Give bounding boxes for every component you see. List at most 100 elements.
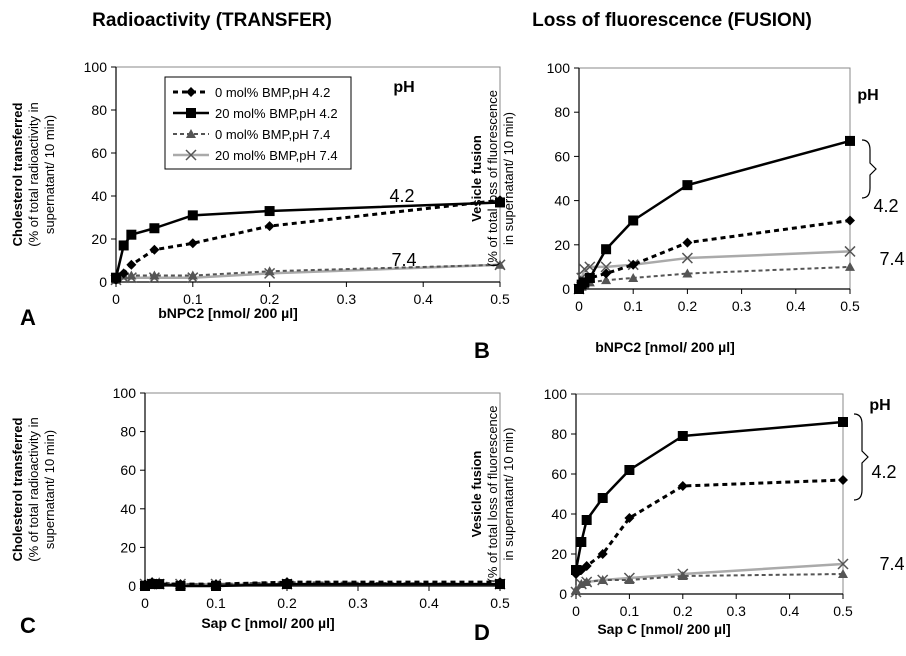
data-point [149, 270, 160, 280]
data-point [601, 268, 612, 279]
x-axis-label: Sap C [nmol/ 200 µl] [201, 615, 334, 631]
series-line [575, 478, 844, 576]
data-point [581, 515, 592, 525]
panel-letter: C [20, 613, 36, 638]
data-point [677, 571, 688, 580]
data-point [581, 561, 592, 571]
x-tick-label: 0.2 [673, 603, 693, 619]
series-line [115, 263, 501, 282]
x-tick-label: 0.3 [732, 298, 752, 314]
data-point [495, 579, 505, 590]
data-point [571, 585, 581, 594]
x-tick-label: 0 [572, 603, 580, 619]
series-1 [574, 215, 855, 294]
data-point [126, 270, 137, 280]
data-point [149, 223, 160, 234]
y-tick-label: 20 [554, 237, 570, 253]
x-tick-label: 0.5 [490, 291, 510, 307]
data-point [211, 581, 221, 591]
y-axis-label-line2: (% of total radioactivity in [26, 102, 41, 247]
data-point [624, 465, 635, 475]
data-point [149, 244, 160, 255]
data-point [118, 240, 129, 251]
bracket-ph-4-2 [861, 139, 877, 199]
data-point [682, 237, 693, 248]
data-point [187, 270, 198, 280]
data-point [845, 215, 855, 226]
series-4 [573, 245, 856, 295]
x-tick-label: 0.1 [620, 603, 640, 619]
ph-value-low: 7.4 [879, 249, 904, 269]
y-tick-label: 80 [91, 102, 107, 118]
legend-label: 20 mol% BMP,pH 7.4 [215, 148, 338, 163]
legend-label: 0 mol% BMP,pH 7.4 [215, 127, 330, 142]
panel-c: 0 20 40 60 80 100 0 0.1 0.2 0.3 0.4 0.5 Sap C [nmol/… [10, 385, 510, 638]
data-point [187, 238, 198, 249]
legend-marker [186, 108, 196, 118]
x-tick-label: 0.5 [833, 603, 853, 619]
legend-marker [186, 87, 196, 97]
data-point [624, 513, 635, 523]
data-point [584, 272, 595, 283]
plot-area [575, 393, 844, 595]
y-tick-label: 0 [562, 281, 570, 297]
data-point [677, 431, 688, 441]
y-axis-label-line3: supernatant/ 10 min) [42, 430, 57, 549]
series-4 [570, 558, 849, 598]
data-point [628, 215, 639, 226]
y-axis-label-line1: Vesicle fusion [469, 451, 484, 538]
y-axis-label-line2: (% of total loss of fluorescence [485, 405, 500, 582]
panel-letter: B [474, 338, 490, 363]
data-point [682, 268, 693, 278]
y-tick-label: 100 [547, 60, 571, 76]
data-point [140, 581, 150, 591]
data-point [624, 575, 635, 584]
data-point [579, 277, 590, 288]
y-axis-label: Vesicle fusion (% of total loss of fluore… [469, 90, 516, 267]
data-point [628, 259, 639, 270]
legend-item: 0 mol% BMP,pH 4.2 [173, 85, 330, 100]
y-axis-label-line2: (% of total radioactivity in [26, 417, 41, 562]
x-tick-label: 0.2 [678, 298, 698, 314]
data-point [845, 261, 855, 271]
y-tick-label: 40 [91, 188, 107, 204]
legend-label: 20 mol% BMP,pH 4.2 [215, 106, 338, 121]
x-tick-label: 0.4 [413, 291, 433, 307]
series-2 [111, 197, 505, 283]
x-tick-label: 0.3 [337, 291, 357, 307]
data-point [118, 268, 129, 279]
x-tick-label: 0.5 [840, 298, 860, 314]
data-point [597, 575, 608, 584]
y-tick-label: 40 [554, 193, 570, 209]
y-tick-label: 60 [120, 462, 136, 478]
data-point [495, 197, 505, 208]
ph-label: pH [393, 79, 414, 96]
bracket-ph-4-2 [853, 413, 869, 501]
title-left: Radioactivity (TRANSFER) [92, 10, 332, 31]
legend-label: 0 mol% BMP,pH 4.2 [215, 85, 330, 100]
y-tick-label: 0 [128, 578, 136, 594]
data-point [495, 259, 505, 269]
y-tick-label: 100 [113, 385, 137, 401]
data-point [600, 261, 612, 273]
y-tick-label: 40 [120, 501, 136, 517]
data-point [147, 579, 158, 590]
data-point [601, 244, 612, 255]
y-tick-label: 20 [91, 231, 107, 247]
legend-marker [185, 149, 197, 161]
series-line [578, 265, 851, 290]
data-point [601, 275, 612, 285]
series-line [577, 219, 851, 290]
x-axis-label: bNPC2 [nmol/ 200 µl] [158, 305, 298, 321]
x-tick-label: 0.4 [419, 595, 439, 611]
y-axis-label-line1: Vesicle fusion [469, 135, 484, 222]
ph-value-high: 4.2 [873, 196, 898, 216]
series-line [574, 562, 844, 593]
title-right: Loss of fluorescence (FUSION) [532, 10, 812, 31]
chart-panels: 0 20 40 60 80 100 0 0.1 0.2 0.3 0.4 0.5 bNPC2 [nmol/… [10, 59, 905, 645]
series-2 [574, 135, 855, 294]
data-point [154, 579, 165, 590]
y-tick-label: 80 [551, 426, 567, 442]
ph-label: pH [869, 397, 890, 414]
